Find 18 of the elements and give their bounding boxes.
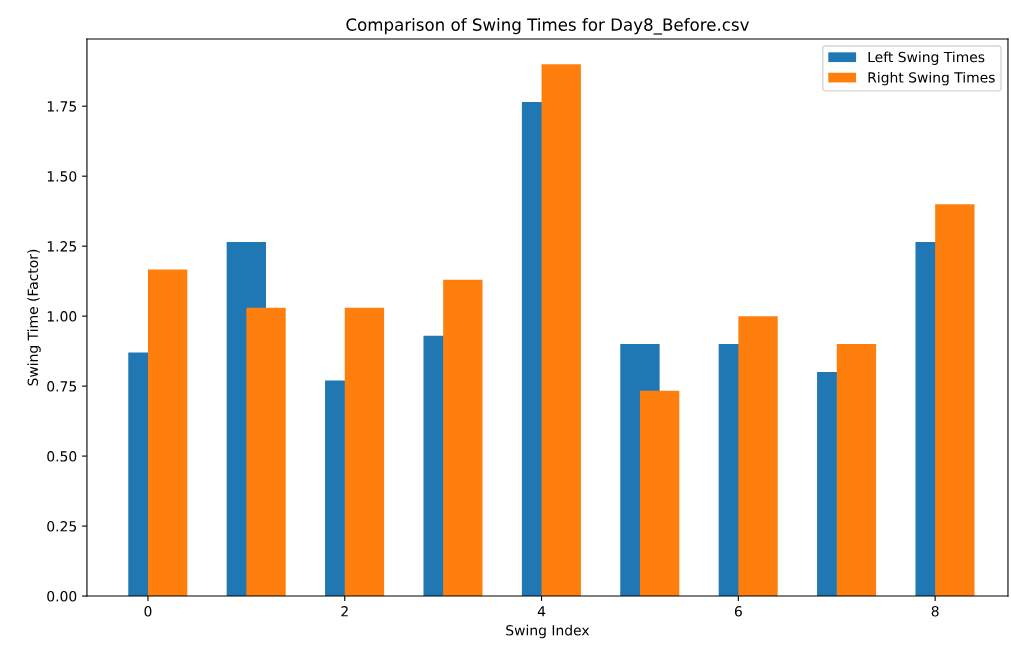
x-tick-label: 2 <box>341 606 348 617</box>
y-tick-label: 0.25 <box>47 521 77 532</box>
y-tick-label: 0.00 <box>47 591 77 602</box>
x-tick-label: 6 <box>734 606 742 617</box>
legend-label: Right Swing Times <box>868 71 995 86</box>
y-tick-label: 1.00 <box>47 311 77 322</box>
chart-title: Comparison of Swing Times for Day8_Before.csv <box>346 18 749 35</box>
y-tick-label: 1.50 <box>47 171 77 182</box>
legend-label: Left Swing Times <box>868 51 985 65</box>
x-tick-label: 4 <box>537 606 546 617</box>
y-tick-label: 1.75 <box>47 101 77 112</box>
y-tick-label: 0.75 <box>47 381 77 392</box>
y-axis-title: Swing Time (Factor) <box>27 249 41 386</box>
y-tick-label: 0.50 <box>47 451 77 462</box>
y-tick-label: 1.25 <box>47 241 77 252</box>
x-tick-label: 8 <box>931 606 939 617</box>
x-tick-label: 0 <box>144 606 152 617</box>
x-axis-title: Swing Index <box>506 624 590 639</box>
